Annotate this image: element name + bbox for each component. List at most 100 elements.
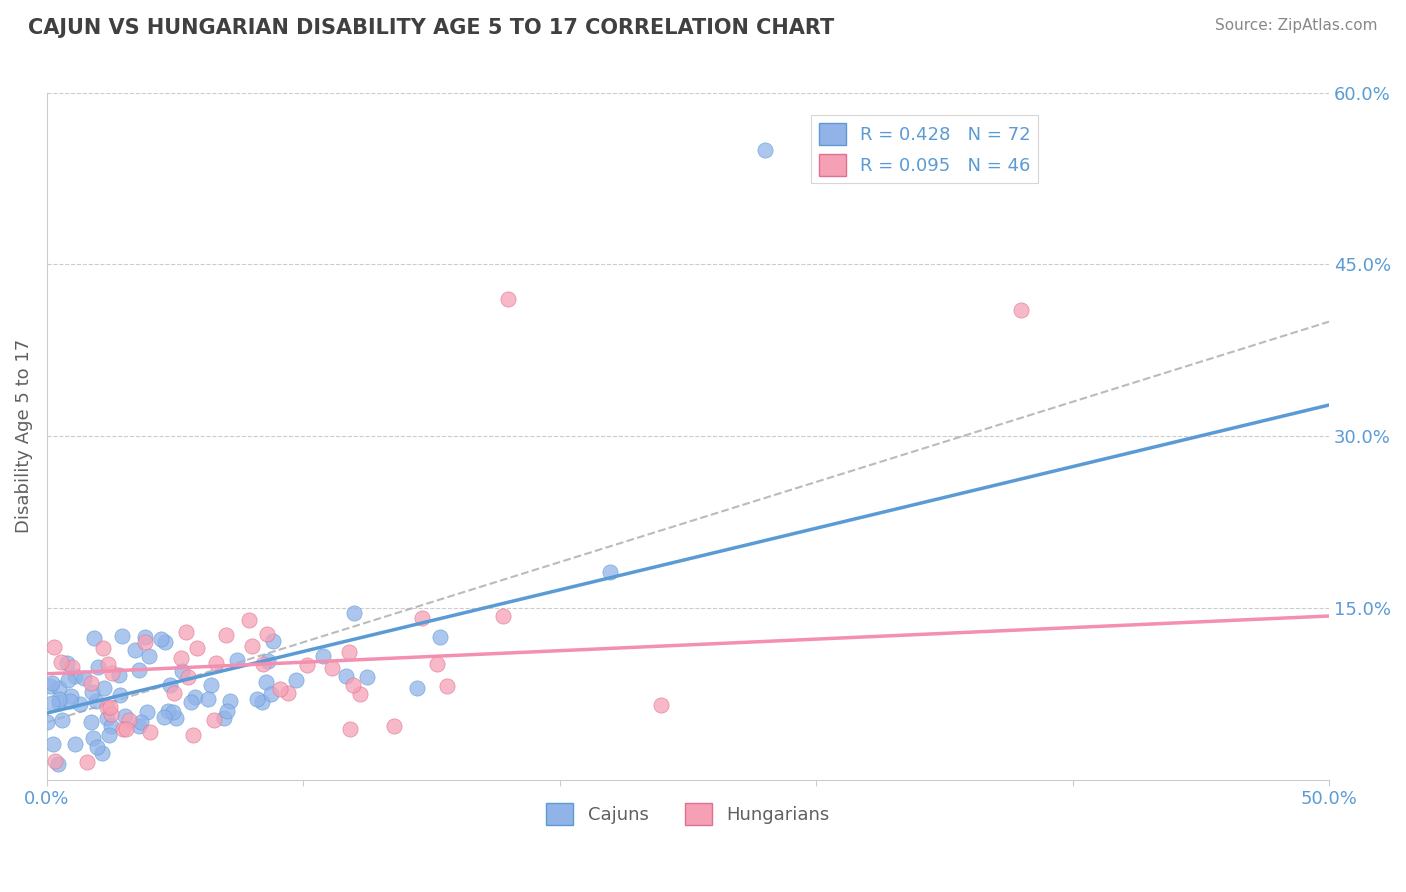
- Point: [91, 640, 114, 655]
- Point: [260, 687, 283, 701]
- Point: [215, 628, 238, 642]
- Point: [256, 654, 278, 668]
- Point: [343, 607, 366, 621]
- Point: [55, 656, 77, 670]
- Point: [82, 731, 104, 746]
- Point: [312, 648, 335, 663]
- Point: [51, 713, 73, 727]
- Point: [183, 729, 205, 743]
- Point: [205, 656, 228, 670]
- Text: Source: ZipAtlas.com: Source: ZipAtlas.com: [1215, 18, 1378, 33]
- Point: [157, 705, 180, 719]
- Point: [406, 681, 429, 696]
- Point: [170, 651, 193, 665]
- Point: [186, 641, 208, 656]
- Point: [80, 676, 103, 690]
- Point: [170, 665, 193, 679]
- Point: [177, 670, 200, 684]
- Point: [1010, 303, 1032, 318]
- Point: [37, 715, 59, 730]
- Point: [349, 687, 371, 701]
- Point: [599, 565, 621, 579]
- Point: [335, 669, 357, 683]
- Point: [382, 719, 405, 733]
- Point: [114, 722, 136, 736]
- Point: [59, 694, 82, 708]
- Point: [114, 708, 136, 723]
- Point: [337, 645, 360, 659]
- Point: [163, 686, 186, 700]
- Point: [87, 660, 110, 674]
- Point: [262, 634, 284, 648]
- Point: [44, 640, 66, 654]
- Point: [202, 714, 225, 728]
- Point: [46, 757, 69, 772]
- Point: [356, 670, 378, 684]
- Point: [165, 711, 187, 725]
- Point: [136, 706, 159, 720]
- Point: [51, 655, 73, 669]
- Point: [269, 682, 291, 697]
- Point: [59, 689, 82, 703]
- Point: [84, 693, 107, 707]
- Point: [212, 711, 235, 725]
- Point: [97, 657, 120, 672]
- Point: [256, 627, 278, 641]
- Point: [215, 704, 238, 718]
- Point: [246, 691, 269, 706]
- Y-axis label: Disability Age 5 to 17: Disability Age 5 to 17: [15, 339, 32, 533]
- Point: [118, 713, 141, 727]
- Point: [38, 679, 60, 693]
- Point: [152, 709, 174, 723]
- Point: [240, 639, 263, 653]
- Point: [111, 630, 134, 644]
- Point: [411, 611, 433, 625]
- Point: [48, 691, 70, 706]
- Point: [124, 643, 146, 657]
- Point: [80, 715, 103, 730]
- Text: CAJUN VS HUNGARIAN DISABILITY AGE 5 TO 17 CORRELATION CHART: CAJUN VS HUNGARIAN DISABILITY AGE 5 TO 1…: [28, 18, 834, 37]
- Point: [162, 705, 184, 719]
- Point: [80, 685, 103, 699]
- Point: [44, 755, 66, 769]
- Point: [100, 706, 122, 721]
- Point: [63, 669, 86, 683]
- Point: [138, 648, 160, 663]
- Point: [491, 609, 513, 624]
- Point: [42, 737, 65, 751]
- Point: [48, 696, 70, 710]
- Point: [174, 624, 197, 639]
- Point: [139, 725, 162, 739]
- Point: [48, 681, 70, 695]
- Point: [238, 613, 260, 627]
- Point: [98, 728, 121, 742]
- Point: [650, 698, 672, 712]
- Point: [342, 678, 364, 692]
- Point: [285, 673, 308, 688]
- Point: [321, 661, 343, 675]
- Point: [226, 652, 249, 666]
- Point: [56, 673, 79, 687]
- Point: [108, 668, 131, 682]
- Point: [429, 630, 451, 644]
- Point: [184, 690, 207, 704]
- Point: [134, 635, 156, 649]
- Point: [159, 678, 181, 692]
- Point: [254, 675, 277, 690]
- Point: [41, 696, 63, 710]
- Point: [153, 634, 176, 648]
- Point: [96, 700, 118, 714]
- Point: [252, 657, 274, 671]
- Point: [83, 632, 105, 646]
- Point: [65, 737, 87, 751]
- Point: [128, 719, 150, 733]
- Point: [91, 747, 114, 761]
- Point: [754, 143, 776, 157]
- Point: [339, 722, 361, 736]
- Point: [101, 666, 124, 681]
- Point: [60, 660, 83, 674]
- Point: [76, 755, 98, 769]
- Point: [498, 292, 520, 306]
- Point: [219, 693, 242, 707]
- Point: [150, 632, 173, 646]
